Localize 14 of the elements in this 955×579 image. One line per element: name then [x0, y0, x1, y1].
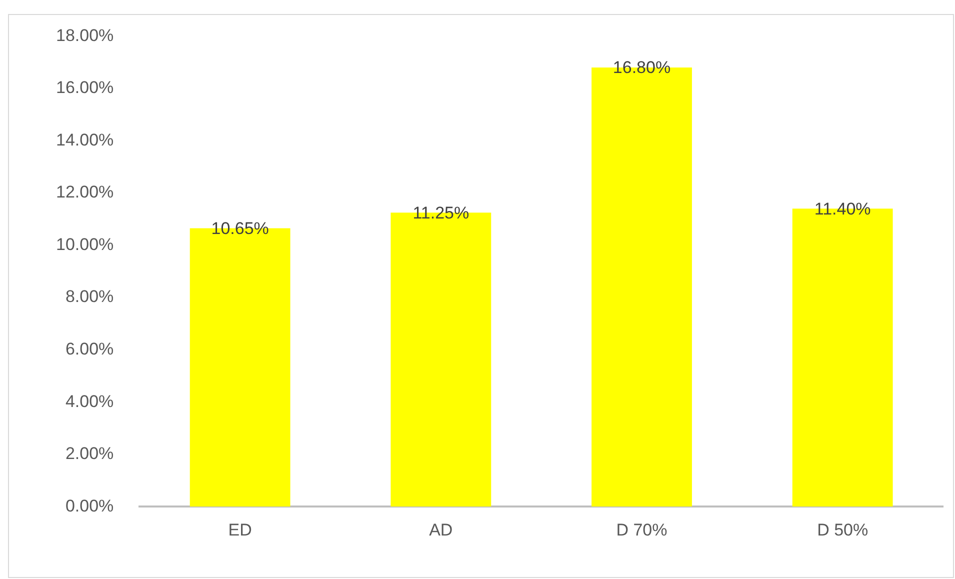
- y-tick-label: 14.00%: [56, 130, 114, 150]
- y-tick-label: 18.00%: [56, 26, 114, 45]
- y-tick-label: 16.00%: [56, 78, 114, 98]
- x-tick-label: D 50%: [817, 520, 868, 540]
- x-tick-label: D 70%: [616, 520, 668, 540]
- y-tick-label: 8.00%: [65, 287, 114, 306]
- x-tick-label: AD: [429, 520, 453, 540]
- x-tick-label: ED: [228, 520, 252, 540]
- y-tick-label: 6.00%: [65, 339, 114, 358]
- y-tick-label: 2.00%: [65, 444, 114, 464]
- y-tick-label: 10.00%: [56, 234, 114, 254]
- y-tick-label: 4.00%: [65, 392, 114, 411]
- y-tick-label: 0.00%: [65, 496, 114, 516]
- y-tick-label: 12.00%: [56, 182, 114, 202]
